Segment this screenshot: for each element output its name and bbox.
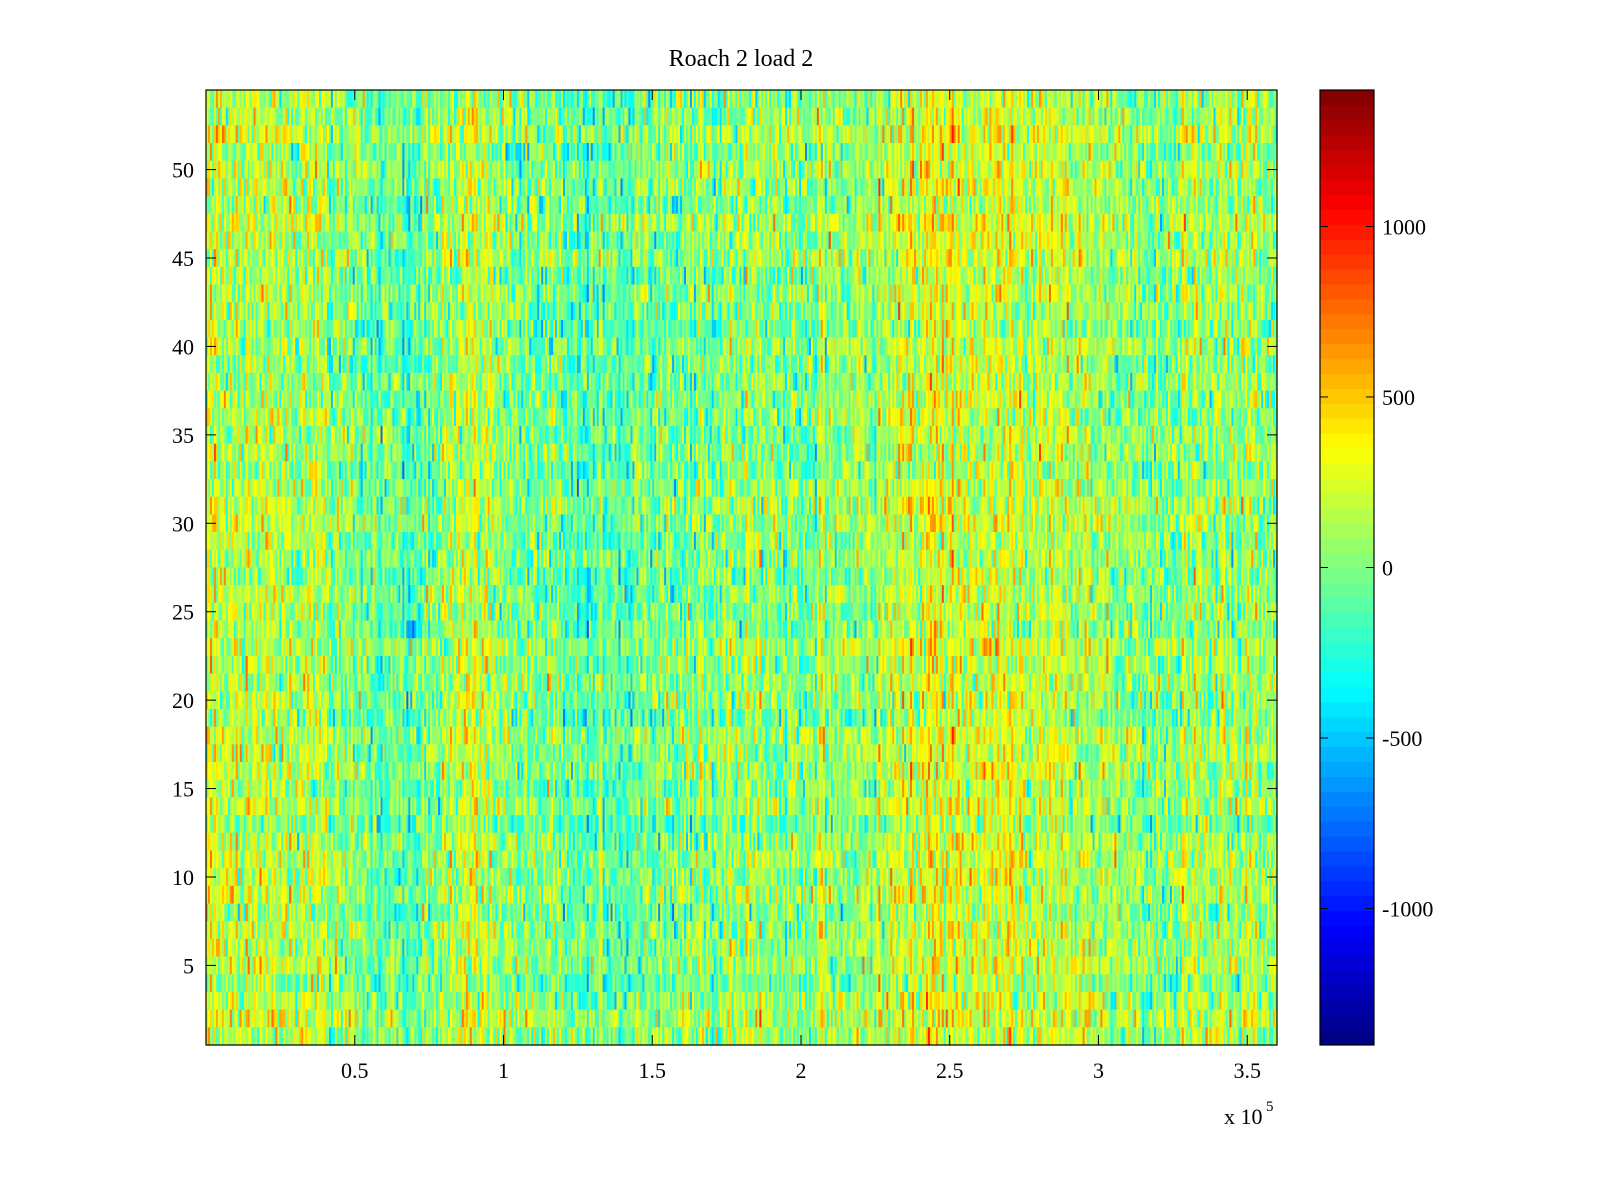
heatmap-cells [206,90,1278,1046]
chart-title: Roach 2 load 2 [669,46,814,72]
